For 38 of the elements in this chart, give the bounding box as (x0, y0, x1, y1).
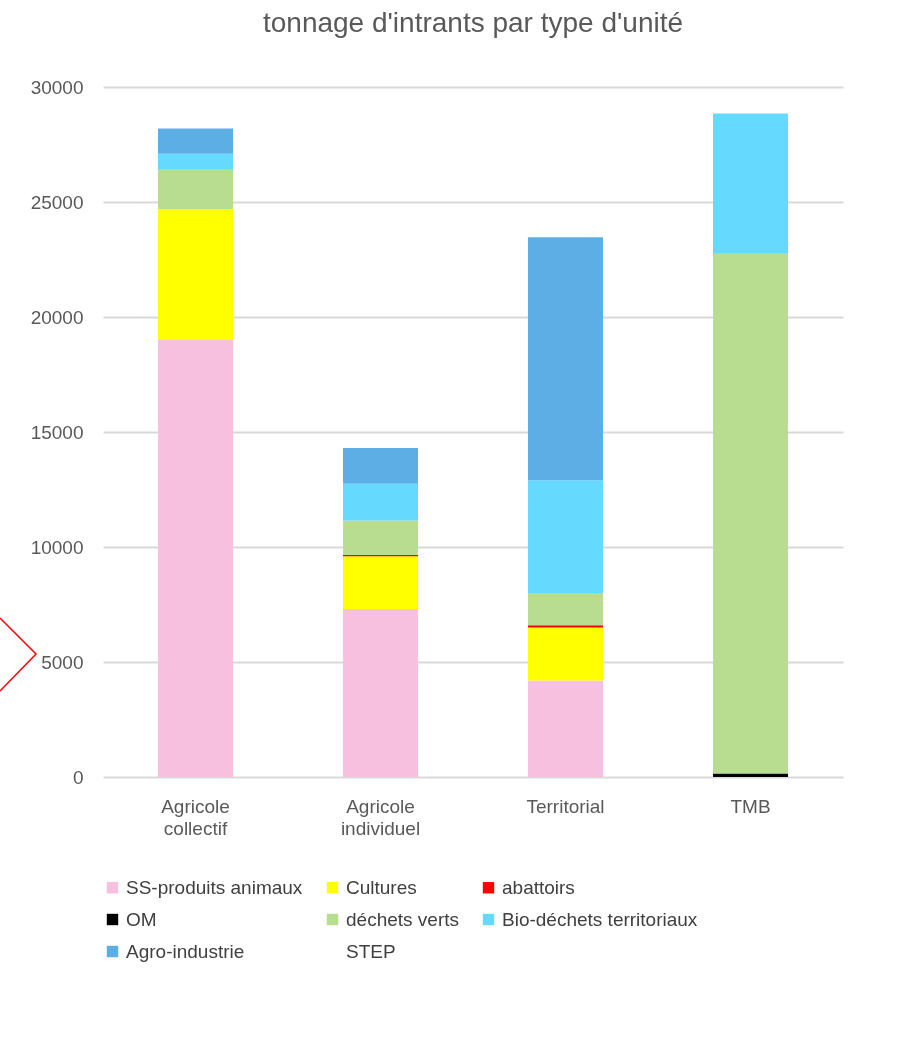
bar (713, 113, 788, 254)
bar (158, 208, 233, 340)
bar (528, 625, 603, 628)
y-tick-label: 20000 (30, 306, 84, 328)
legend-label: Agro-industrie (126, 940, 245, 962)
bar (528, 680, 603, 777)
bar (343, 556, 418, 610)
chart-title: tonnage d'intrants par type d'unité (262, 7, 684, 38)
bar (528, 627, 603, 681)
y-tick-label: 30000 (30, 76, 84, 98)
y-tick-label: 0 (72, 766, 84, 788)
legend-label: abattoirs (502, 876, 575, 898)
bar (343, 483, 418, 521)
legend-label: Bio-déchets territoriaux (502, 908, 698, 930)
legend-label: Cultures (346, 876, 417, 898)
bar (528, 593, 603, 626)
bar (158, 153, 233, 170)
y-tick-label: 25000 (30, 191, 84, 213)
legend-label: OM (126, 908, 157, 930)
y-tick-label: 15000 (30, 421, 84, 443)
y-tick-label: 10000 (30, 536, 84, 558)
y-tick-label: 5000 (41, 651, 84, 673)
x-tick-label: Agricole individuel (340, 795, 421, 839)
bar (158, 128, 233, 154)
bar (158, 340, 233, 777)
bar (713, 253, 788, 774)
bar (528, 480, 603, 593)
x-tick-label: Territorial (526, 795, 605, 817)
legend-label: SS-produits animaux (126, 876, 303, 898)
bar (343, 520, 418, 556)
x-tick-label: TMB (730, 795, 771, 817)
x-tick-label: Agricole collectif (161, 795, 230, 839)
legend-label: déchets verts (346, 908, 459, 930)
text: STEP (346, 940, 396, 962)
bar (528, 237, 603, 481)
bar (343, 448, 418, 484)
bar (158, 169, 233, 209)
bar (343, 609, 418, 777)
